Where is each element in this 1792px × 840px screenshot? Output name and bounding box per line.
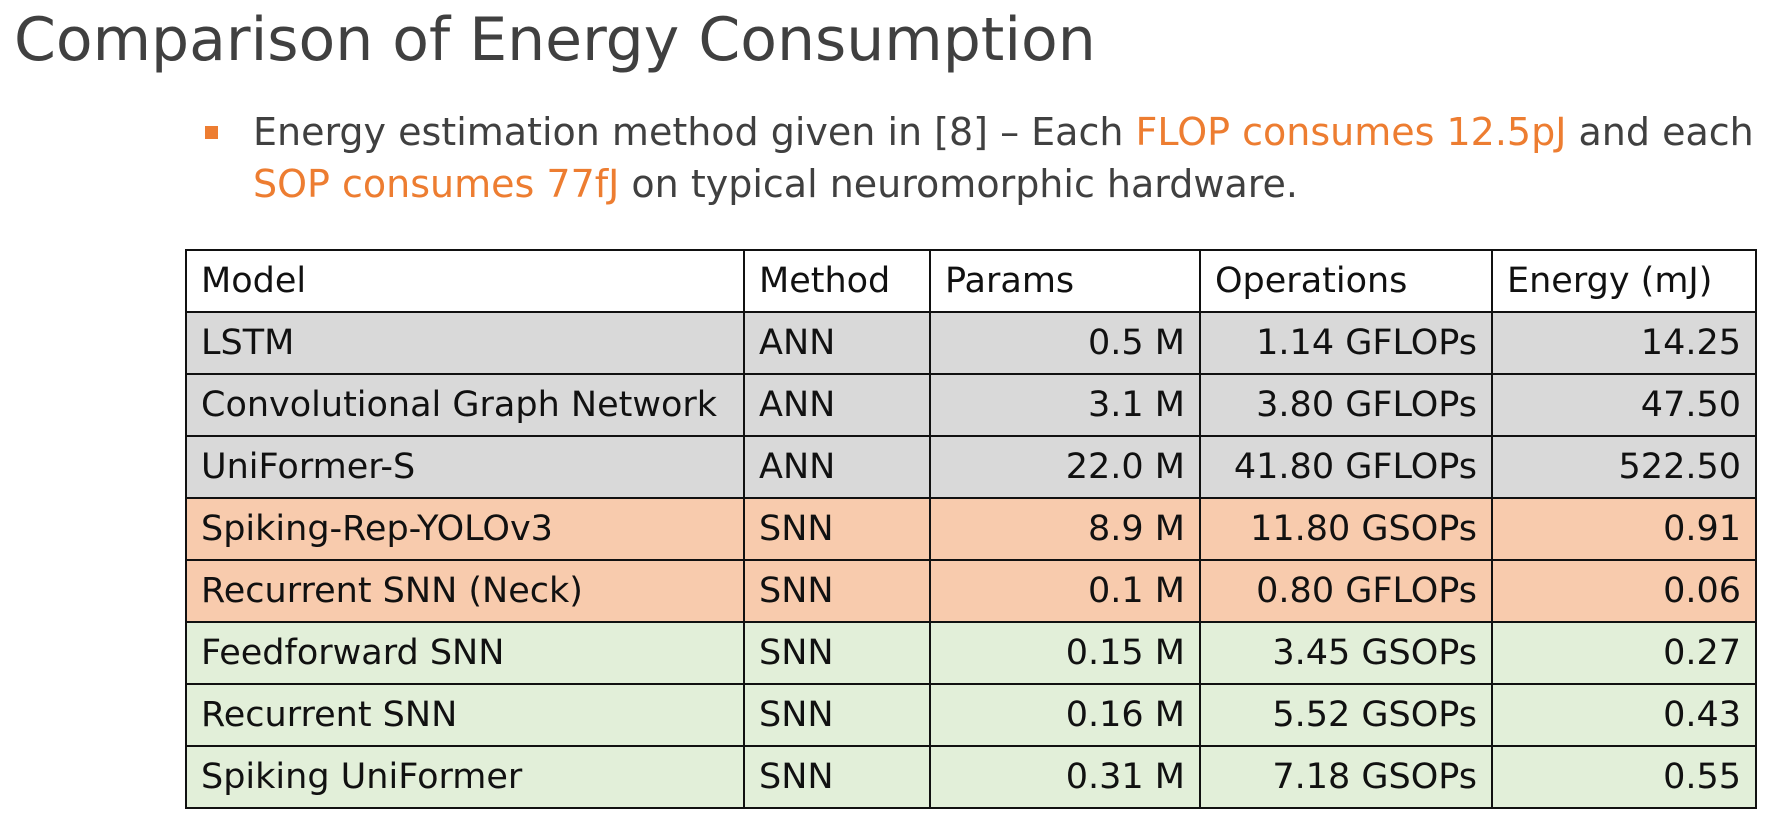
cell-params: 0.1 M: [929, 559, 1201, 623]
cell-model: UniFormer-S: [185, 435, 745, 499]
cell-method: ANN: [743, 373, 931, 437]
energy-comparison-table: Model Method Params Operations Energy (m…: [185, 249, 1757, 809]
table-row: Convolutional Graph Network ANN 3.1 M 3.…: [185, 373, 1757, 437]
cell-operations: 41.80 GFLOPs: [1199, 435, 1493, 499]
header-params: Params: [929, 249, 1201, 313]
header-operations: Operations: [1199, 249, 1493, 313]
table-header-row: Model Method Params Operations Energy (m…: [185, 249, 1757, 313]
table-row: Recurrent SNN SNN 0.16 M 5.52 GSOPs 0.43: [185, 683, 1757, 747]
cell-params: 0.31 M: [929, 745, 1201, 809]
cell-operations: 11.80 GSOPs: [1199, 497, 1493, 561]
cell-method: ANN: [743, 311, 931, 375]
table-row: Spiking-Rep-YOLOv3 SNN 8.9 M 11.80 GSOPs…: [185, 497, 1757, 561]
bullet-text-part2: and each: [1566, 110, 1754, 154]
cell-operations: 3.45 GSOPs: [1199, 621, 1493, 685]
cell-params: 8.9 M: [929, 497, 1201, 561]
bullet-text-part1: Energy estimation method given in [8] – …: [253, 110, 1136, 154]
square-bullet-icon: [205, 126, 218, 139]
cell-operations: 5.52 GSOPs: [1199, 683, 1493, 747]
table-row: Recurrent SNN (Neck) SNN 0.1 M 0.80 GFLO…: [185, 559, 1757, 623]
cell-energy: 0.06: [1491, 559, 1757, 623]
cell-model: Spiking-Rep-YOLOv3: [185, 497, 745, 561]
cell-energy: 0.43: [1491, 683, 1757, 747]
cell-energy: 0.91: [1491, 497, 1757, 561]
cell-operations: 7.18 GSOPs: [1199, 745, 1493, 809]
cell-params: 3.1 M: [929, 373, 1201, 437]
cell-model: Feedforward SNN: [185, 621, 745, 685]
cell-params: 22.0 M: [929, 435, 1201, 499]
cell-params: 0.16 M: [929, 683, 1201, 747]
cell-model: Convolutional Graph Network: [185, 373, 745, 437]
flop-energy-highlight: FLOP consumes 12.5pJ: [1135, 110, 1567, 154]
table-row: Feedforward SNN SNN 0.15 M 3.45 GSOPs 0.…: [185, 621, 1757, 685]
cell-energy: 522.50: [1491, 435, 1757, 499]
cell-params: 0.15 M: [929, 621, 1201, 685]
cell-method: SNN: [743, 497, 931, 561]
cell-energy: 0.55: [1491, 745, 1757, 809]
sop-energy-highlight: SOP consumes 77fJ: [253, 162, 620, 206]
table-row: LSTM ANN 0.5 M 1.14 GFLOPs 14.25: [185, 311, 1757, 375]
bullet-text: Energy estimation method given in [8] – …: [253, 106, 1773, 210]
header-method: Method: [743, 249, 931, 313]
cell-method: SNN: [743, 621, 931, 685]
table-row: Spiking UniFormer SNN 0.31 M 7.18 GSOPs …: [185, 745, 1757, 809]
slide-title: Comparison of Energy Consumption: [14, 5, 1096, 75]
cell-model: LSTM: [185, 311, 745, 375]
cell-model: Recurrent SNN: [185, 683, 745, 747]
cell-params: 0.5 M: [929, 311, 1201, 375]
cell-operations: 1.14 GFLOPs: [1199, 311, 1493, 375]
cell-method: SNN: [743, 683, 931, 747]
cell-model: Recurrent SNN (Neck): [185, 559, 745, 623]
cell-operations: 3.80 GFLOPs: [1199, 373, 1493, 437]
cell-energy: 0.27: [1491, 621, 1757, 685]
cell-method: SNN: [743, 745, 931, 809]
cell-model: Spiking UniFormer: [185, 745, 745, 809]
header-energy: Energy (mJ): [1491, 249, 1757, 313]
cell-energy: 14.25: [1491, 311, 1757, 375]
bullet-text-part3: on typical neuromorphic hardware.: [619, 162, 1298, 206]
table-row: UniFormer-S ANN 22.0 M 41.80 GFLOPs 522.…: [185, 435, 1757, 499]
cell-method: SNN: [743, 559, 931, 623]
cell-method: ANN: [743, 435, 931, 499]
header-model: Model: [185, 249, 745, 313]
cell-operations: 0.80 GFLOPs: [1199, 559, 1493, 623]
cell-energy: 47.50: [1491, 373, 1757, 437]
